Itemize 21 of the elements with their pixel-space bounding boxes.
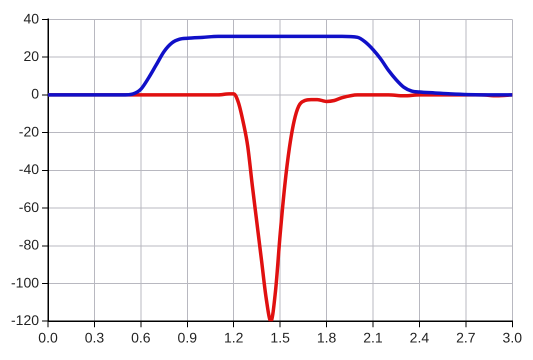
y-tick-label: -20 bbox=[18, 123, 40, 140]
y-tick-label: -40 bbox=[18, 161, 40, 178]
y-tick-label: -60 bbox=[18, 198, 40, 215]
y-tick-label: -100 bbox=[10, 274, 40, 290]
y-tick-label: 40 bbox=[23, 10, 40, 26]
x-tick-label: 3.0 bbox=[502, 329, 522, 346]
x-tick-label: 2.7 bbox=[456, 329, 476, 346]
x-tick-label: 0.0 bbox=[38, 329, 58, 346]
x-tick-label: 0.3 bbox=[84, 329, 104, 346]
line-series bbox=[48, 34, 512, 97]
x-tick-label: 0.9 bbox=[178, 329, 198, 346]
x-tick-label: 1.5 bbox=[270, 329, 290, 346]
x-tick-label: 2.1 bbox=[363, 329, 383, 346]
y-tick-label: 20 bbox=[23, 48, 40, 64]
y-tick-label: -120 bbox=[10, 312, 40, 328]
y-tick-label: 0 bbox=[31, 86, 40, 102]
x-tick-label: 0.6 bbox=[131, 329, 151, 346]
x-tick-label: 1.2 bbox=[224, 329, 244, 346]
x-tick-label: 1.8 bbox=[316, 329, 337, 346]
y-tick-label: -80 bbox=[18, 236, 40, 253]
x-tick-label: 2.4 bbox=[410, 329, 430, 346]
